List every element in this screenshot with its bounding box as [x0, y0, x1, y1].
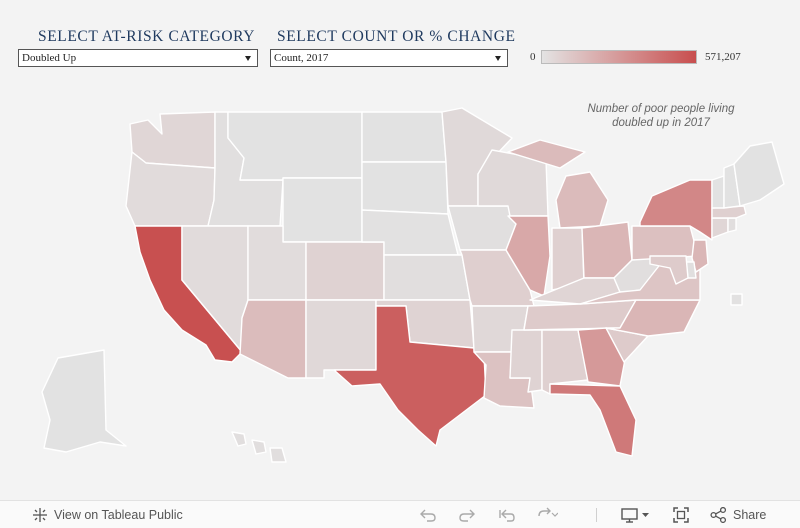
- chevron-down-icon: [495, 56, 501, 61]
- download-button[interactable]: [621, 501, 651, 528]
- redo-icon: [458, 507, 476, 523]
- category-dropdown-value: Doubled Up: [22, 52, 77, 64]
- state-me[interactable]: [733, 141, 785, 207]
- map-annotation: Number of poor people living doubled up …: [587, 103, 735, 129]
- us-choropleth-map: [41, 107, 785, 463]
- legend-max-label: 571,207: [705, 51, 741, 63]
- state-ak[interactable]: [41, 349, 127, 453]
- color-legend-bar: [541, 50, 697, 64]
- share-icon: [710, 506, 727, 523]
- state-mt[interactable]: [227, 111, 363, 181]
- state-ia[interactable]: [447, 205, 517, 251]
- state-sd[interactable]: [361, 161, 449, 215]
- state-fl[interactable]: [549, 383, 637, 457]
- state-tx[interactable]: [333, 305, 487, 447]
- state-il[interactable]: [505, 215, 551, 297]
- download-icon: [621, 507, 651, 523]
- state-ny[interactable]: [639, 179, 713, 241]
- undo-icon: [419, 507, 437, 523]
- state-hi[interactable]: [231, 431, 287, 463]
- state-dc[interactable]: [730, 293, 743, 306]
- category-dropdown[interactable]: Doubled Up: [18, 49, 258, 67]
- fullscreen-button[interactable]: [673, 501, 689, 528]
- revert-button[interactable]: [498, 501, 516, 528]
- category-filter-title: SELECT AT-RISK CATEGORY: [38, 28, 256, 45]
- refresh-icon: [536, 507, 558, 523]
- measure-dropdown[interactable]: Count, 2017: [270, 49, 508, 67]
- revert-icon: [498, 507, 516, 523]
- redo-button[interactable]: [458, 501, 476, 528]
- state-ri[interactable]: [727, 217, 737, 233]
- tableau-toolbar: View on Tableau Public Share: [0, 500, 800, 528]
- measure-dropdown-value: Count, 2017: [274, 52, 329, 64]
- view-on-tableau-public-link[interactable]: View on Tableau Public: [32, 501, 183, 528]
- refresh-button[interactable]: [536, 501, 558, 528]
- fullscreen-icon: [673, 506, 689, 523]
- legend-min-label: 0: [530, 51, 536, 63]
- state-ks[interactable]: [383, 254, 471, 301]
- state-wy[interactable]: [282, 177, 363, 243]
- state-pa[interactable]: [631, 225, 699, 261]
- state-nd[interactable]: [361, 111, 447, 163]
- view-on-tableau-public-label: View on Tableau Public: [54, 507, 183, 522]
- state-nj[interactable]: [691, 239, 709, 273]
- chevron-down-icon: [245, 56, 251, 61]
- state-nm[interactable]: [305, 299, 377, 379]
- share-label: Share: [733, 507, 767, 522]
- toolbar-divider: [596, 508, 597, 522]
- state-co[interactable]: [305, 241, 385, 301]
- state-az[interactable]: [239, 299, 307, 379]
- measure-filter-title: SELECT COUNT OR % CHANGE: [277, 28, 516, 45]
- state-md[interactable]: [649, 255, 689, 285]
- state-vt[interactable]: [711, 175, 725, 209]
- state-ct[interactable]: [711, 217, 729, 239]
- tableau-logo-icon: [32, 507, 48, 523]
- share-button[interactable]: Share: [710, 501, 766, 528]
- undo-button[interactable]: [419, 501, 437, 528]
